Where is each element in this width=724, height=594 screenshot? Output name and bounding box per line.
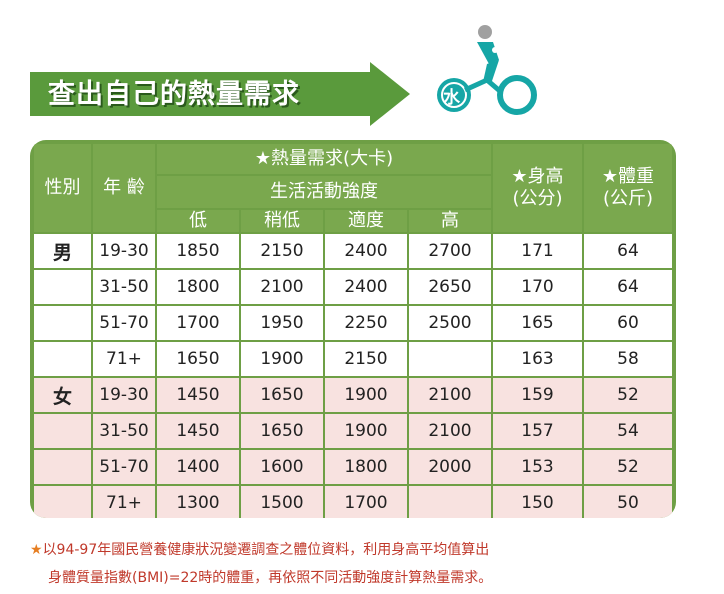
header-age: 年 齡	[93, 144, 155, 232]
banner-arrow-shape	[30, 62, 410, 126]
cell-high: 2650	[409, 270, 491, 304]
cell-height: 157	[493, 414, 582, 448]
cell-mlow: 1950	[241, 306, 323, 340]
cell-mlow: 1600	[241, 450, 323, 484]
cell-mlow: 2150	[241, 234, 323, 268]
footnote-text-2: 身體質量指數(BMI)=22時的體重，再依照不同活動強度計算熱量需求。	[48, 570, 493, 586]
header-weight: ★體重 (公斤)	[584, 144, 672, 232]
cell-sex	[34, 342, 91, 376]
cell-age: 31-50	[93, 414, 155, 448]
header-level-moderate: 適度	[325, 210, 407, 232]
header-weight-unit: (公斤)	[602, 188, 654, 209]
cell-height: 159	[493, 378, 582, 412]
title-banner: 查出自己的熱量需求	[30, 62, 410, 126]
cell-weight: 64	[584, 270, 672, 304]
cell-sex	[34, 486, 91, 518]
cell-low: 1450	[157, 378, 239, 412]
cell-weight: 54	[584, 414, 672, 448]
cell-low: 1450	[157, 414, 239, 448]
cell-sex	[34, 306, 91, 340]
cell-high: 2000	[409, 450, 491, 484]
cell-mod: 1900	[325, 378, 407, 412]
cell-high: 2100	[409, 378, 491, 412]
header-level-low: 低	[157, 210, 239, 232]
cell-weight: 58	[584, 342, 672, 376]
cell-low: 1650	[157, 342, 239, 376]
header-sex: 性別	[34, 144, 91, 232]
cell-mlow: 1500	[241, 486, 323, 518]
cell-mod: 1700	[325, 486, 407, 518]
footnote-star-icon: ★	[30, 542, 43, 558]
cell-mod: 2400	[325, 234, 407, 268]
cell-age: 71+	[93, 486, 155, 518]
cell-low: 1800	[157, 270, 239, 304]
footnote-line-1: ★以94-97年國民營養健康狀況變遷調查之體位資料，利用身高平均值算出	[30, 539, 489, 559]
cell-weight: 60	[584, 306, 672, 340]
cell-mlow: 1900	[241, 342, 323, 376]
cyclist-logo: 水	[425, 20, 545, 120]
cell-sex: 女	[34, 378, 91, 412]
cell-sex	[34, 414, 91, 448]
cell-high	[409, 486, 491, 518]
cell-mod: 2250	[325, 306, 407, 340]
cell-age: 19-30	[93, 378, 155, 412]
cell-height: 171	[493, 234, 582, 268]
header-level-mid-low: 稍低	[241, 210, 323, 232]
cell-low: 1400	[157, 450, 239, 484]
banner-title: 查出自己的熱量需求	[48, 79, 300, 110]
header-height: ★身高 (公分)	[493, 144, 582, 232]
cyclist-icon	[437, 25, 537, 115]
cell-height: 163	[493, 342, 582, 376]
cell-mod: 1800	[325, 450, 407, 484]
cell-height: 170	[493, 270, 582, 304]
header-height-label: ★身高	[511, 166, 564, 187]
cell-sex	[34, 270, 91, 304]
cell-high	[409, 342, 491, 376]
energy-needs-table: 性別 年 齡 ★熱量需求(大卡) 生活活動強度 低 稍低 適度 高 ★身高 (公…	[30, 140, 676, 518]
cell-weight: 64	[584, 234, 672, 268]
logo-water-char: 水	[443, 88, 460, 108]
cell-mlow: 1650	[241, 414, 323, 448]
cell-weight: 52	[584, 378, 672, 412]
cell-height: 165	[493, 306, 582, 340]
cell-high: 2100	[409, 414, 491, 448]
header-energy: ★熱量需求(大卡)	[157, 144, 491, 174]
cell-mod: 1900	[325, 414, 407, 448]
cell-weight: 52	[584, 450, 672, 484]
cell-sex	[34, 450, 91, 484]
cell-mlow: 2100	[241, 270, 323, 304]
header-height-unit: (公分)	[512, 188, 563, 209]
header-level-high: 高	[409, 210, 491, 232]
header-activity: 生活活動強度	[157, 176, 491, 208]
cell-mod: 2400	[325, 270, 407, 304]
cell-mod: 2150	[325, 342, 407, 376]
footnote-line-2: 身體質量指數(BMI)=22時的體重，再依照不同活動強度計算熱量需求。	[48, 567, 492, 587]
cell-weight: 50	[584, 486, 672, 518]
cell-height: 150	[493, 486, 582, 518]
header-weight-label: ★體重	[601, 166, 655, 187]
cell-low: 1850	[157, 234, 239, 268]
cell-age: 71+	[93, 342, 155, 376]
footnote-text-1: 以94-97年國民營養健康狀況變遷調查之體位資料，利用身高平均值算出	[42, 542, 490, 558]
cell-low: 1700	[157, 306, 239, 340]
cell-height: 153	[493, 450, 582, 484]
cell-high: 2500	[409, 306, 491, 340]
cell-age: 19-30	[93, 234, 155, 268]
cell-mlow: 1650	[241, 378, 323, 412]
cell-low: 1300	[157, 486, 239, 518]
cell-sex: 男	[34, 234, 91, 268]
cell-age: 31-50	[93, 270, 155, 304]
cell-high: 2700	[409, 234, 491, 268]
cell-age: 51-70	[93, 306, 155, 340]
cell-age: 51-70	[93, 450, 155, 484]
